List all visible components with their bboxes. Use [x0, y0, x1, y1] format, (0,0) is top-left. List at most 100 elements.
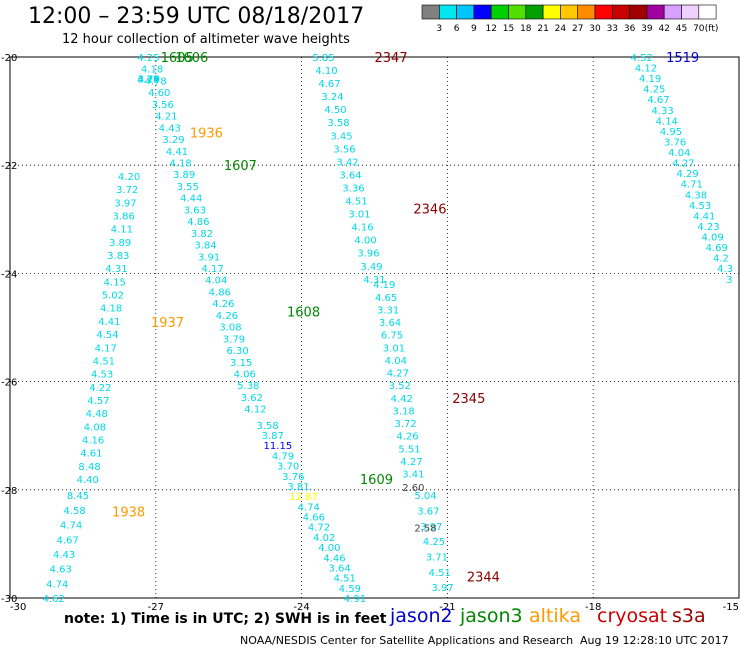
swh-value: 3.89 [173, 170, 195, 181]
swh-value: 4.22 [89, 383, 111, 394]
swh-value: 3.70 [277, 462, 299, 473]
pass-label: 1607 [224, 159, 257, 174]
swh-value: 3.97 [431, 583, 453, 594]
page-subtitle: 12 hour collection of altimeter wave hei… [62, 32, 350, 47]
swh-value: 3.79 [223, 334, 245, 345]
swh-value: 4.16 [82, 435, 104, 446]
colorbar-swatch [663, 4, 682, 20]
swh-value: 3.64 [328, 563, 350, 574]
lon-label: -27 [148, 602, 164, 613]
colorbar-tick: 70 [693, 24, 705, 34]
swh-value: 4.31 [363, 275, 385, 286]
swh-value: 4.25 [423, 537, 445, 548]
colorbar-swatch [698, 4, 717, 20]
pass-label: 2346 [413, 202, 446, 217]
swh-value: 4.52 [631, 53, 653, 64]
colorbar-swatch [421, 4, 440, 20]
swh-value: 3.42 [336, 157, 358, 168]
swh-value: 4.48 [86, 409, 108, 420]
swh-value: 4.17 [95, 343, 117, 354]
swh-value: 3.63 [184, 205, 206, 216]
swh-value: 4.67 [647, 95, 669, 106]
colorbar-tick: 15 [503, 24, 514, 34]
pass-label: 1608 [287, 305, 320, 320]
swh-value: 4.51 [429, 568, 451, 579]
swh-value: 4.62 [43, 594, 65, 605]
swh-colorbar: 3 6 9 12 15 18 21 24 27 30 33 36 39 42 45 70 (ft) [421, 4, 718, 34]
colorbar-tick: 18 [520, 24, 532, 34]
swh-value: 12.87 [289, 492, 318, 503]
swh-value: 4.43 [53, 550, 75, 561]
lon-label: -24 [293, 602, 309, 613]
swh-value: 3.49 [360, 262, 382, 273]
page-title: 12:00 – 23:59 UTC 08/18/2017 [28, 4, 365, 29]
swh-value: 4.17 [202, 264, 224, 275]
colorbar-swatch [577, 4, 596, 20]
swh-value: 3.82 [191, 229, 213, 240]
swh-value: 3.81 [287, 482, 309, 493]
pass-label: 1606 [175, 51, 208, 66]
colorbar-swatch [456, 4, 475, 20]
colorbar-swatch [508, 4, 527, 20]
swh-value: 4.27 [400, 457, 422, 468]
colorbar-tick: 36 [624, 24, 636, 34]
swh-value: 3.01 [383, 343, 405, 354]
swh-value: 4.51 [334, 574, 356, 585]
colorbar-swatch [629, 4, 648, 20]
lon-label: -15 [723, 602, 739, 613]
swh-value: 4.41 [166, 147, 188, 158]
lat-label: -22 [1, 161, 17, 172]
swh-value: 3.89 [109, 238, 131, 249]
swh-value: 5.04 [414, 491, 436, 502]
swh-value: 5.51 [398, 444, 420, 455]
swh-value: 8.45 [67, 491, 89, 502]
legend-jason3: jason3 [460, 605, 523, 627]
swh-value: 3.72 [394, 419, 416, 430]
swh-value: 4.27 [387, 369, 409, 380]
lat-label: -30 [1, 594, 17, 605]
colorbar-swatch [438, 4, 457, 20]
swh-value: 4.2 [713, 254, 729, 265]
swh-value: 4.21 [155, 112, 177, 123]
footer-note: note: 1) Time is in UTC; 2) SWH is in fe… [64, 611, 387, 627]
pass-label: 1519 [666, 51, 699, 66]
swh-value: 4.91 [344, 594, 366, 605]
swh-value: 8.48 [78, 462, 100, 473]
swh-value: 4.86 [209, 287, 231, 298]
swh-value: 4.69 [706, 243, 728, 254]
swh-value: 4.40 [77, 475, 99, 486]
swh-value: 4.95 [660, 127, 682, 138]
swh-value: 2.58 [414, 524, 436, 535]
lon-label: -21 [439, 602, 455, 613]
swh-value: 4.27 [137, 75, 159, 86]
swh-value: 4.46 [323, 553, 345, 564]
swh-value: 3.96 [357, 249, 379, 260]
swh-value: 3.29 [162, 135, 184, 146]
colorbar-swatch [560, 4, 579, 20]
swh-value: 3.97 [420, 522, 442, 533]
colorbar-tick: 39 [641, 24, 653, 34]
swh-value: 4.71 [681, 180, 703, 191]
swh-value: 3.56 [152, 100, 174, 111]
colorbar-swatch [611, 4, 630, 20]
swh-value: 4.14 [656, 116, 678, 127]
swh-value: 4.15 [104, 277, 126, 288]
swh-value: 4.18 [141, 65, 163, 76]
swh-value: 6.75 [381, 331, 403, 342]
colorbar-swatch [646, 4, 665, 20]
swh-value: 3.74 [137, 75, 159, 86]
swh-value: 4.12 [244, 405, 266, 416]
swh-value: 4.53 [689, 201, 711, 212]
swh-value: 4.50 [324, 105, 346, 116]
swh-value: 5.02 [102, 291, 124, 302]
swh-value: 4.74 [298, 502, 320, 513]
pass-label: 1609 [360, 473, 393, 488]
swh-value: 4.12 [635, 64, 657, 75]
swh-value: 4.79 [272, 451, 294, 462]
generated-timestamp: Aug 19 12:28:10 UTC 2017 [580, 634, 729, 647]
swh-value: 3.45 [330, 131, 352, 142]
swh-value: 4.3 [717, 264, 733, 275]
swh-value: 3.56 [333, 144, 355, 155]
swh-value: 4.04 [205, 276, 227, 287]
swh-value: 4.29 [676, 169, 698, 180]
